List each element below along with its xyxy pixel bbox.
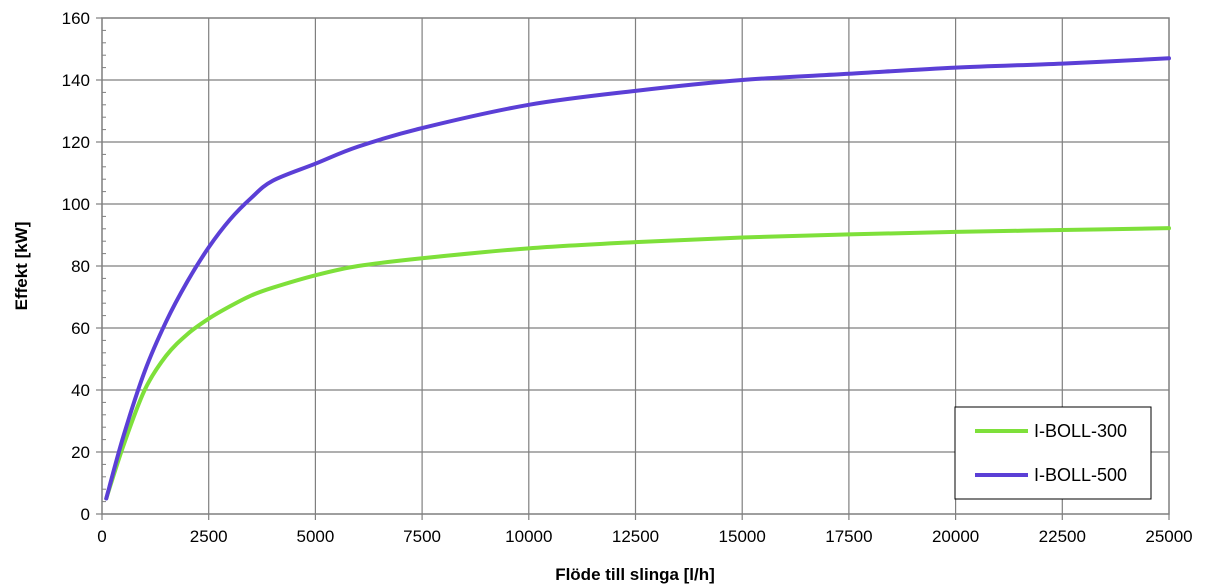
series-line-i-boll-500 (104, 56, 1171, 501)
x-tick-label: 12500 (612, 527, 659, 546)
minor-ticks (96, 17, 1170, 520)
x-tick-label: 7500 (403, 527, 441, 546)
x-tick-label: 15000 (719, 527, 766, 546)
x-tick-label: 2500 (190, 527, 228, 546)
y-tick-label: 60 (71, 319, 90, 338)
y-tick-label: 160 (62, 9, 90, 28)
x-tick-labels: 0 2500 5000 7500 10000 12500 15000 17500 20000 22… (97, 527, 1192, 546)
y-tick-label: 80 (71, 257, 90, 276)
y-tick-label: 140 (62, 71, 90, 90)
x-tick-label: 10000 (505, 527, 552, 546)
y-tick-label: 120 (62, 133, 90, 152)
series-layer (104, 56, 1171, 501)
x-tick-label: 0 (97, 527, 106, 546)
series-line-i-boll-300 (104, 226, 1171, 501)
legend-box (954, 406, 1152, 500)
x-tick-label: 20000 (932, 527, 979, 546)
legend: I-BOLL-300 I-BOLL-500 (954, 406, 1152, 500)
y-tick-labels: 0 20 40 60 80 100 120 140 160 (62, 9, 90, 524)
legend-label-i-boll-500: I-BOLL-500 (1034, 465, 1127, 485)
x-tick-label: 25000 (1145, 527, 1192, 546)
x-tick-label: 22500 (1039, 527, 1086, 546)
x-axis-title: Flöde till slinga [l/h] (555, 565, 715, 584)
y-tick-label: 0 (81, 505, 90, 524)
y-tick-label: 20 (71, 443, 90, 462)
x-tick-label: 5000 (296, 527, 334, 546)
x-tick-label: 17500 (825, 527, 872, 546)
y-tick-label: 40 (71, 381, 90, 400)
y-axis-title: Effekt [kW] (12, 222, 31, 311)
y-tick-label: 100 (62, 195, 90, 214)
legend-label-i-boll-300: I-BOLL-300 (1034, 421, 1127, 441)
